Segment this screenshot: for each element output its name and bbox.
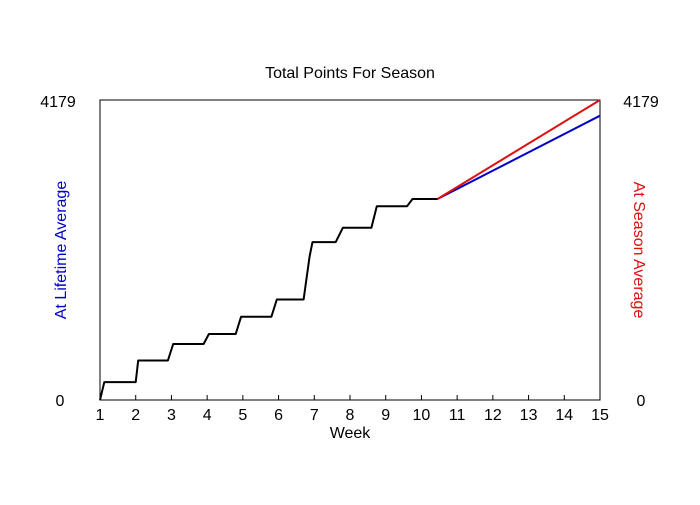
x-tick-label: 12 [484, 407, 502, 424]
y-tick-left-bottom: 0 [56, 393, 65, 410]
x-tick-label: 5 [238, 407, 247, 424]
x-tick-label: 8 [346, 407, 355, 424]
series-line-1 [99, 198, 438, 401]
x-tick-label: 10 [413, 407, 431, 424]
y-tick-right-top: 4179 [623, 94, 659, 111]
x-tick-label: 2 [131, 407, 140, 424]
y-tick-left-top: 4179 [40, 94, 76, 111]
y-axis-label-right: At Season Average [630, 182, 647, 319]
x-tick-label: 11 [449, 407, 466, 424]
x-tick-label: 1 [96, 407, 105, 424]
x-axis-ticks: 1 2 3 4 5 6 7 8 9 10 11 12 13 14 15 [96, 395, 609, 424]
x-tick-label: 14 [555, 407, 573, 424]
series-layer [99, 99, 601, 401]
x-tick-label: 6 [274, 407, 283, 424]
x-tick-label: 7 [310, 407, 319, 424]
chart-title: Total Points For Season [265, 65, 435, 82]
x-tick-label: 4 [203, 407, 212, 424]
x-tick-label: 3 [167, 407, 176, 424]
series-line-3 [436, 99, 601, 200]
x-tick-label: 15 [591, 407, 609, 424]
series-line-2 [437, 114, 601, 200]
y-axis-label-left: At Lifetime Average [53, 181, 70, 320]
x-axis-label: Week [330, 425, 372, 442]
y-tick-right-bottom: 0 [637, 393, 646, 410]
x-tick-label: 9 [381, 407, 390, 424]
x-tick-label: 13 [520, 407, 538, 424]
